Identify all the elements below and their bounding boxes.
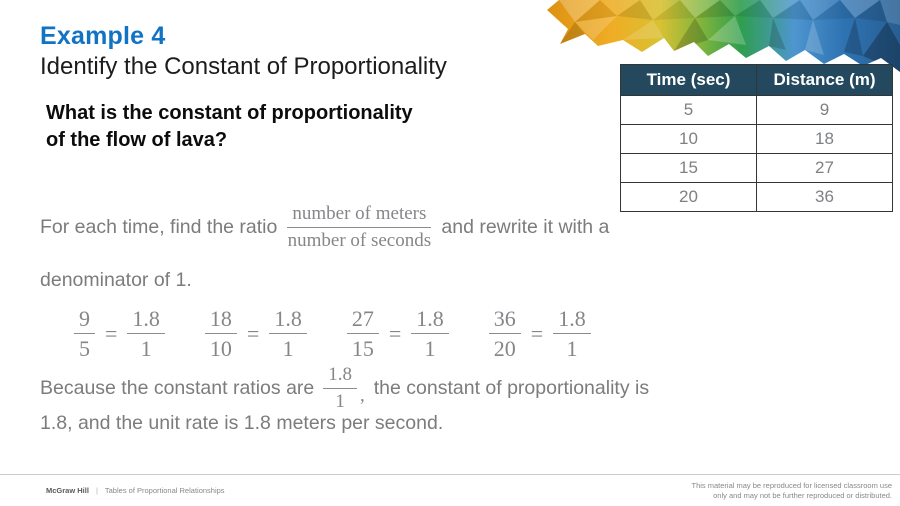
equals-sign: = bbox=[246, 320, 260, 346]
ratio-instruction: For each time, find the ratio number of … bbox=[40, 203, 609, 252]
equation-1-lhs: 9 5 bbox=[74, 306, 95, 362]
question-line-1: What is the constant of proportionality bbox=[46, 102, 413, 124]
equation-2: 18 10 = 1.8 1 bbox=[204, 306, 307, 362]
ratio-instruction-line2: denominator of 1. bbox=[40, 269, 192, 291]
equation-1-rhs: 1.8 1 bbox=[127, 306, 165, 362]
table-row: 10 18 bbox=[620, 124, 893, 154]
table-header-time: Time (sec) bbox=[620, 64, 757, 96]
conclusion-line1: Because the constant ratios are 1.8 1 , … bbox=[40, 364, 649, 413]
table-cell-distance: 9 bbox=[756, 95, 893, 125]
table-cell-time: 20 bbox=[620, 182, 757, 212]
example-title: Example 4 bbox=[40, 22, 166, 50]
table-cell-time: 15 bbox=[620, 153, 757, 183]
equation-3: 27 15 = 1.8 1 bbox=[346, 306, 449, 362]
conclusion-fraction: 1.8 1 bbox=[323, 364, 357, 413]
ratio-equations: 9 5 = 1.8 1 18 10 = 1.8 1 27 15 bbox=[74, 306, 591, 362]
table-cell-distance: 27 bbox=[756, 153, 893, 183]
conclusion-comma: , bbox=[360, 384, 365, 406]
equation-1: 9 5 = 1.8 1 bbox=[74, 306, 165, 362]
equation-3-rhs: 1.8 1 bbox=[411, 306, 449, 362]
equation-4: 36 20 = 1.8 1 bbox=[488, 306, 591, 362]
table-row: 5 9 bbox=[620, 95, 893, 125]
footer-lesson-title: Tables of Proportional Relationships bbox=[104, 486, 225, 495]
equation-2-rhs: 1.8 1 bbox=[269, 306, 307, 362]
equation-4-rhs: 1.8 1 bbox=[553, 306, 591, 362]
footer-copyright: This material may be reproduced for lice… bbox=[691, 481, 892, 501]
equation-3-lhs: 27 15 bbox=[346, 306, 379, 362]
table-header-distance: Distance (m) bbox=[756, 64, 893, 96]
table-cell-time: 5 bbox=[620, 95, 757, 125]
equals-sign: = bbox=[105, 320, 118, 346]
polygon-banner-decoration bbox=[547, 0, 900, 72]
conclusion-pre-text: Because the constant ratios are bbox=[40, 376, 315, 399]
mcgraw-hill-logo-text: McGraw Hill bbox=[46, 486, 89, 495]
copyright-line-1: This material may be reproduced for lice… bbox=[691, 481, 892, 490]
ratio-outro-text: and rewrite it with a bbox=[441, 215, 610, 238]
table-cell-time: 10 bbox=[620, 124, 757, 154]
ratio-numerator: number of meters bbox=[287, 203, 432, 228]
equation-2-lhs: 18 10 bbox=[204, 306, 237, 362]
conclusion-line2: 1.8, and the unit rate is 1.8 meters per… bbox=[40, 412, 444, 434]
ratio-fraction: number of meters number of seconds bbox=[287, 203, 432, 252]
footer-separator: | bbox=[95, 486, 98, 495]
copyright-line-2: only and may not be further reproduced o… bbox=[713, 491, 892, 500]
equation-4-lhs: 36 20 bbox=[488, 306, 521, 362]
ratio-intro-text: For each time, find the ratio bbox=[40, 215, 278, 238]
question-text: What is the constant of proportionality … bbox=[46, 100, 413, 154]
lesson-subtitle: Identify the Constant of Proportionality bbox=[40, 53, 447, 80]
ratio-denominator: number of seconds bbox=[287, 229, 432, 251]
equals-sign: = bbox=[530, 320, 544, 346]
footer-branding: McGraw Hill | Tables of Proportional Rel… bbox=[46, 486, 225, 495]
equals-sign: = bbox=[388, 320, 402, 346]
table-cell-distance: 18 bbox=[756, 124, 893, 154]
table-row: 15 27 bbox=[620, 153, 893, 183]
time-distance-table: Time (sec) Distance (m) 5 9 10 18 15 27 … bbox=[620, 64, 893, 212]
question-line-2: of the flow of lava? bbox=[46, 129, 228, 151]
conclusion-mid-text: the constant of proportionality is bbox=[373, 376, 650, 399]
table-cell-distance: 36 bbox=[756, 182, 893, 212]
footer-divider bbox=[0, 474, 900, 475]
table-row: 20 36 bbox=[620, 182, 893, 212]
table-header-row: Time (sec) Distance (m) bbox=[620, 64, 893, 96]
